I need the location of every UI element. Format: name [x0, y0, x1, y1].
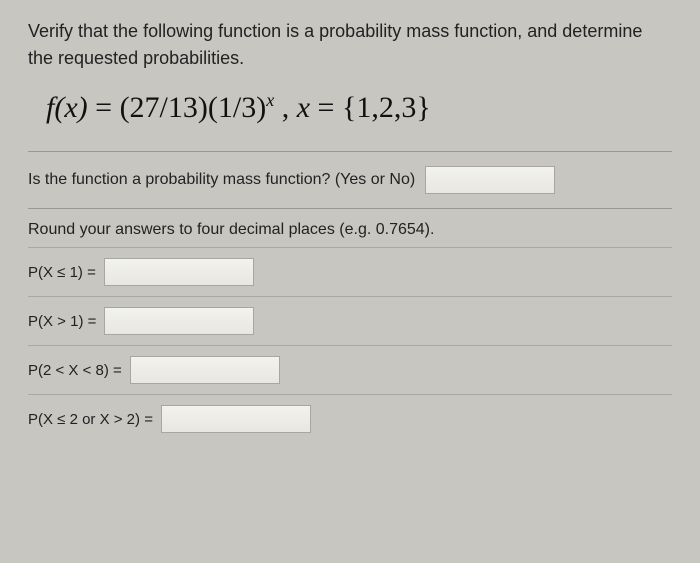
prob-row: P(X > 1) =: [28, 296, 672, 345]
prob-label-1: P(X ≤ 1) =: [28, 264, 96, 281]
prob-row: P(X ≤ 1) =: [28, 247, 672, 296]
prob-row: P(2 < X < 8) =: [28, 345, 672, 394]
probabilities-section: Round your answers to four decimal place…: [28, 208, 672, 457]
formula-set: {1,2,3}: [342, 91, 431, 124]
formula-comma: ,: [274, 91, 297, 124]
prob-input-3[interactable]: [130, 356, 280, 384]
formula: f(x) = (27/13)(1/3)x , x = {1,2,3}: [46, 90, 672, 125]
intro-text: Verify that the following function is a …: [28, 18, 672, 72]
prob-row: P(X ≤ 2 or X > 2) =: [28, 394, 672, 443]
question-pmf-section: Is the function a probability mass funct…: [28, 151, 672, 208]
pmf-answer-input[interactable]: [425, 166, 555, 194]
prob-label-4: P(X ≤ 2 or X > 2) =: [28, 411, 153, 428]
formula-xvar: x: [297, 91, 310, 124]
prob-label-3: P(2 < X < 8) =: [28, 362, 122, 379]
prob-label-2: P(X > 1) =: [28, 313, 96, 330]
prob-input-2[interactable]: [104, 307, 254, 335]
prob-input-1[interactable]: [104, 258, 254, 286]
prob-input-4[interactable]: [161, 405, 311, 433]
formula-eq1: =: [88, 91, 120, 124]
formula-exp: x: [266, 90, 274, 110]
formula-rhs1: (27/13)(1/3): [120, 91, 267, 124]
question-pmf-label: Is the function a probability mass funct…: [28, 171, 415, 189]
round-note: Round your answers to four decimal place…: [28, 221, 672, 239]
formula-lhs: f(x): [46, 91, 88, 124]
formula-eq2: =: [310, 91, 342, 124]
